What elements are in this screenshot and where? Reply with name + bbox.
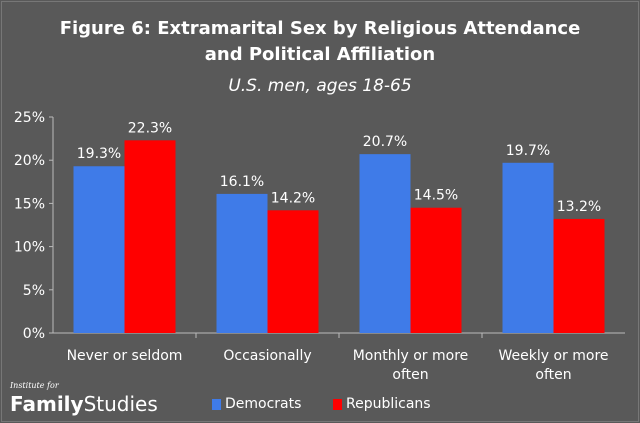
logo-small-text: Institute for — [10, 381, 59, 390]
x-tick-label: Never or seldom — [67, 348, 183, 364]
y-tick-label: 25% — [14, 110, 45, 126]
legend-swatch-republicans — [333, 398, 342, 410]
data-label: 13.2% — [557, 199, 601, 215]
data-label: 14.5% — [414, 188, 458, 204]
legend-swatch-democrats — [212, 398, 221, 410]
bar-democrats — [216, 193, 268, 333]
legend-democrats: Democrats — [212, 396, 301, 412]
chart-title-line2: and Political Affiliation — [204, 44, 436, 65]
legend-label-democrats: Democrats — [225, 396, 302, 412]
bar-republicans — [124, 140, 176, 333]
x-tick-label: Occasionally — [223, 348, 311, 364]
y-tick-label: 10% — [14, 240, 45, 256]
legend-republicans: Republicans — [333, 396, 431, 412]
x-tick-label: often — [392, 367, 428, 383]
data-label: 14.2% — [271, 190, 315, 206]
bar-republicans — [410, 207, 462, 333]
logo-light: Studies — [83, 392, 158, 416]
bar-democrats — [502, 162, 554, 333]
bar-democrats — [73, 166, 125, 333]
y-tick-label: 0% — [23, 326, 45, 342]
data-label: 19.7% — [506, 143, 550, 159]
y-tick-label: 20% — [14, 153, 45, 169]
data-label: 16.1% — [220, 174, 264, 190]
x-tick-label: often — [535, 367, 571, 383]
logo-bold: Family — [10, 392, 84, 416]
logo: FamilyStudies — [10, 392, 158, 416]
bar-republicans — [267, 210, 319, 333]
x-tick-label: Weekly or more — [498, 348, 608, 364]
data-label: 20.7% — [363, 134, 407, 150]
y-tick-label: 5% — [23, 283, 45, 299]
y-tick-label: 15% — [14, 196, 45, 212]
legend-label-republicans: Republicans — [346, 396, 431, 412]
bar-democrats — [359, 154, 411, 333]
chart-subtitle: U.S. men, ages 18-65 — [228, 76, 412, 96]
x-tick-label: Monthly or more — [353, 348, 469, 364]
bar-republicans — [553, 218, 605, 333]
data-label: 22.3% — [128, 120, 172, 136]
chart-title-line1: Figure 6: Extramarital Sex by Religious … — [59, 18, 581, 39]
data-label: 19.3% — [77, 146, 121, 162]
